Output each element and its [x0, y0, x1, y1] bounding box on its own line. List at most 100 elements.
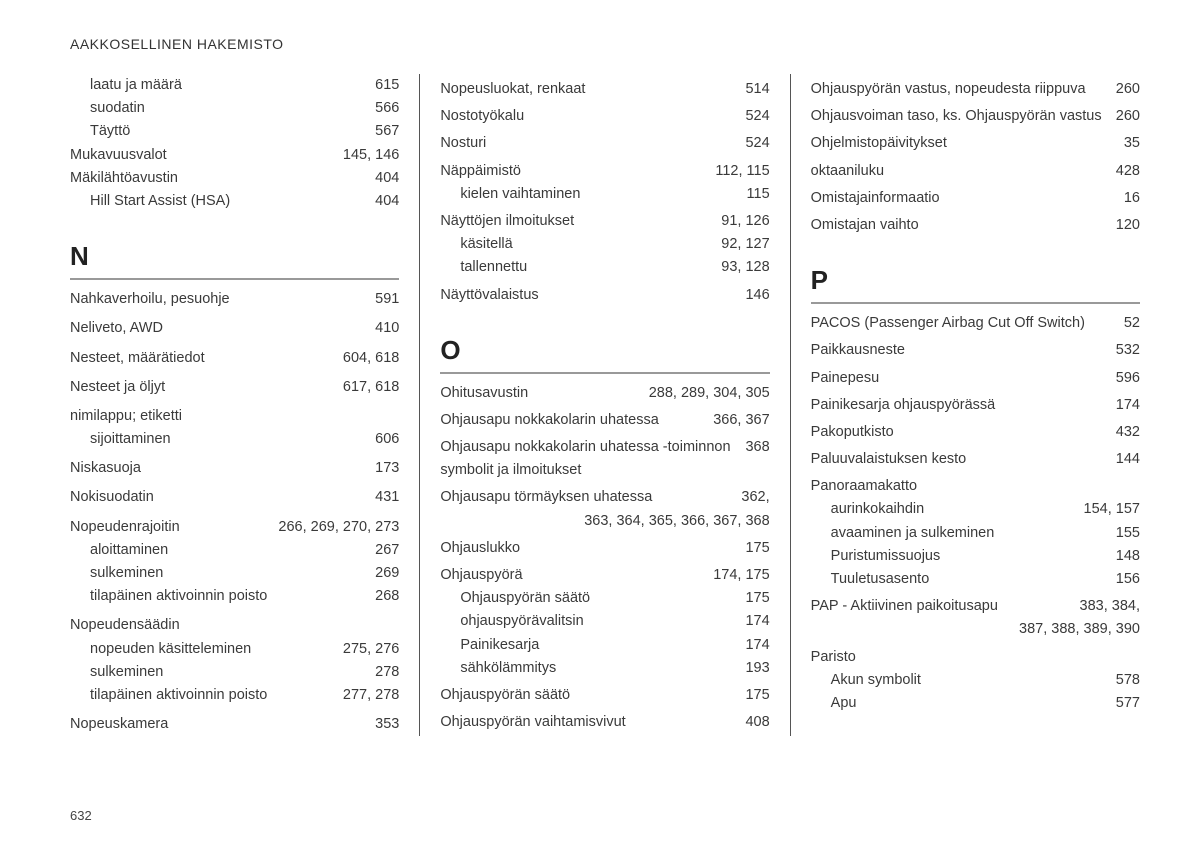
index-term: Ohjauspyörän säätö [440, 684, 739, 707]
index-term: sulkeminen [90, 562, 369, 585]
index-entry: PAP - Aktiivinen paikoitusapu383, 384, [811, 595, 1140, 618]
index-entry: sähkölämmitys 193 [440, 657, 769, 680]
col3-items: PACOS (Passenger Airbag Cut Off Switch)5… [811, 312, 1140, 715]
index-term: sähkölämmitys [460, 657, 739, 680]
index-pages: 353 [375, 713, 399, 736]
index-entry: Nokisuodatin 431 [70, 486, 399, 509]
index-entry: Tuuletusasento 156 [811, 568, 1140, 591]
index-term: nopeuden käsitteleminen [90, 638, 337, 661]
col3-pre: Ohjauspyörän vastus, nopeudesta riippuva… [811, 78, 1140, 237]
index-entry: tilapäinen aktivoinnin poisto268 [70, 585, 399, 608]
index-pages: 566 [375, 97, 399, 120]
index-entry: Mukavuusvalot 145, 146 [70, 144, 399, 167]
index-term: Nokisuodatin [70, 486, 369, 509]
index-entry: Painikesarja174 [440, 634, 769, 657]
index-entry: Ohitusavustin 288, 289, 304, 305 [440, 382, 769, 405]
index-entry: nopeuden käsitteleminen275, 276 [70, 638, 399, 661]
index-term: Painikesarja [460, 634, 739, 657]
index-pages: 431 [375, 486, 399, 509]
index-pages: 175 [745, 684, 769, 707]
index-entry: Nahkaverhoilu, pesuohje591 [70, 288, 399, 311]
index-pages-continued: 363, 364, 365, 366, 367, 368 [440, 510, 769, 533]
index-term: Ohitusavustin [440, 382, 642, 405]
index-term: Nopeusluokat, renkaat [440, 78, 739, 101]
index-entry: Nesteet ja öljyt617, 618 [70, 376, 399, 399]
index-pages: 155 [1116, 522, 1140, 545]
index-pages: 267 [375, 539, 399, 562]
index-pages: 277, 278 [343, 684, 399, 707]
column-2: Nopeusluokat, renkaat 514 Nostotyökalu524 N… [419, 74, 789, 736]
index-entry: Omistajainformaatio16 [811, 187, 1140, 210]
index-pages: 578 [1116, 669, 1140, 692]
index-pages: 260 [1116, 105, 1140, 128]
index-pages: 115 [747, 183, 770, 206]
index-term: Ohjauspyörä [440, 564, 707, 587]
index-pages: 174 [1116, 394, 1140, 417]
index-pages: 524 [745, 132, 769, 155]
index-pages: 120 [1116, 214, 1140, 237]
index-term: Pakoputkisto [811, 421, 1110, 444]
index-pages: 175 [745, 537, 769, 560]
index-term: Mäkilähtöavustin [70, 167, 369, 190]
index-term: Painikesarja ohjauspyörässä [811, 394, 1110, 417]
index-pages: 156 [1116, 568, 1140, 591]
letter-heading-o: O [440, 335, 769, 366]
index-entry: suodatin 566 [70, 97, 399, 120]
index-term: Ohjelmistopäivitykset [811, 132, 1118, 155]
index-term: Nopeudensäädin [70, 614, 393, 637]
index-term: Tuuletusasento [831, 568, 1110, 591]
index-term: Panoraamakatto [811, 475, 1134, 498]
index-entry: Näyttöjen ilmoitukset91, 126 [440, 210, 769, 233]
index-pages: 269 [375, 562, 399, 585]
index-pages: 288, 289, 304, 305 [649, 382, 770, 405]
index-term: Akun symbolit [831, 669, 1110, 692]
index-entry: käsitellä 92, 127 [440, 233, 769, 256]
index-entry: Nopeuskamera353 [70, 713, 399, 736]
index-pages: 596 [1116, 367, 1140, 390]
index-term: Paikkausneste [811, 339, 1110, 362]
index-entry: oktaaniluku428 [811, 160, 1140, 183]
index-entry: Ohjausapu nokkakolarin uhatessa -toiminn… [440, 436, 769, 482]
index-entry: Niskasuoja173 [70, 457, 399, 480]
index-entry: Ohjauspyörän säätö 175 [440, 684, 769, 707]
index-term: Ohjausapu nokkakolarin uhatessa -toiminn… [440, 436, 739, 482]
index-term: nimilappu; etiketti [70, 405, 393, 428]
index-term: käsitellä [460, 233, 715, 256]
index-term: Nopeudenrajoitin [70, 516, 272, 539]
index-pages: 175 [745, 587, 769, 610]
index-pages: 404 [375, 167, 399, 190]
index-term: PAP - Aktiivinen paikoitusapu [811, 595, 1074, 618]
index-entry: laatu ja määrä615 [70, 74, 399, 97]
index-entry: Ohjausapu nokkakolarin uhatessa366, 367 [440, 409, 769, 432]
index-entry: Ohjausvoiman taso, ks. Ohjauspyörän vast… [811, 105, 1140, 128]
index-pages: 91, 126 [721, 210, 769, 233]
index-pages: 408 [745, 711, 769, 734]
index-entry: sijoittaminen606 [70, 428, 399, 451]
index-entry: Näyttövalaistus146 [440, 284, 769, 307]
index-term: sulkeminen [90, 661, 369, 684]
index-term: suodatin [90, 97, 369, 120]
column-3: Ohjauspyörän vastus, nopeudesta riippuva… [790, 74, 1140, 736]
index-entry: Akun symbolit 578 [811, 669, 1140, 692]
index-entry: Neliveto, AWD410 [70, 317, 399, 340]
index-entry: Ohjauspyörän säätö175 [440, 587, 769, 610]
index-entry: Nopeudenrajoitin266, 269, 270, 273 [70, 516, 399, 539]
index-pages: 92, 127 [721, 233, 769, 256]
index-pages: 514 [745, 78, 769, 101]
letter-heading-n: N [70, 241, 399, 272]
index-term: Nahkaverhoilu, pesuohje [70, 288, 369, 311]
index-entry: Nostotyökalu524 [440, 105, 769, 128]
section-rule [811, 302, 1140, 304]
index-entry: avaaminen ja sulkeminen155 [811, 522, 1140, 545]
index-pages: 532 [1116, 339, 1140, 362]
index-term: laatu ja määrä [90, 74, 369, 97]
index-pages: 193 [745, 657, 769, 680]
index-entry: sulkeminen 269 [70, 562, 399, 585]
index-term: aloittaminen [90, 539, 369, 562]
index-entry: Hill Start Assist (HSA)404 [70, 190, 399, 213]
index-term: sijoittaminen [90, 428, 369, 451]
index-pages: 145, 146 [343, 144, 399, 167]
index-entry: tilapäinen aktivoinnin poisto277, 278 [70, 684, 399, 707]
index-term: Mukavuusvalot [70, 144, 337, 167]
index-term: tallennettu [460, 256, 715, 279]
